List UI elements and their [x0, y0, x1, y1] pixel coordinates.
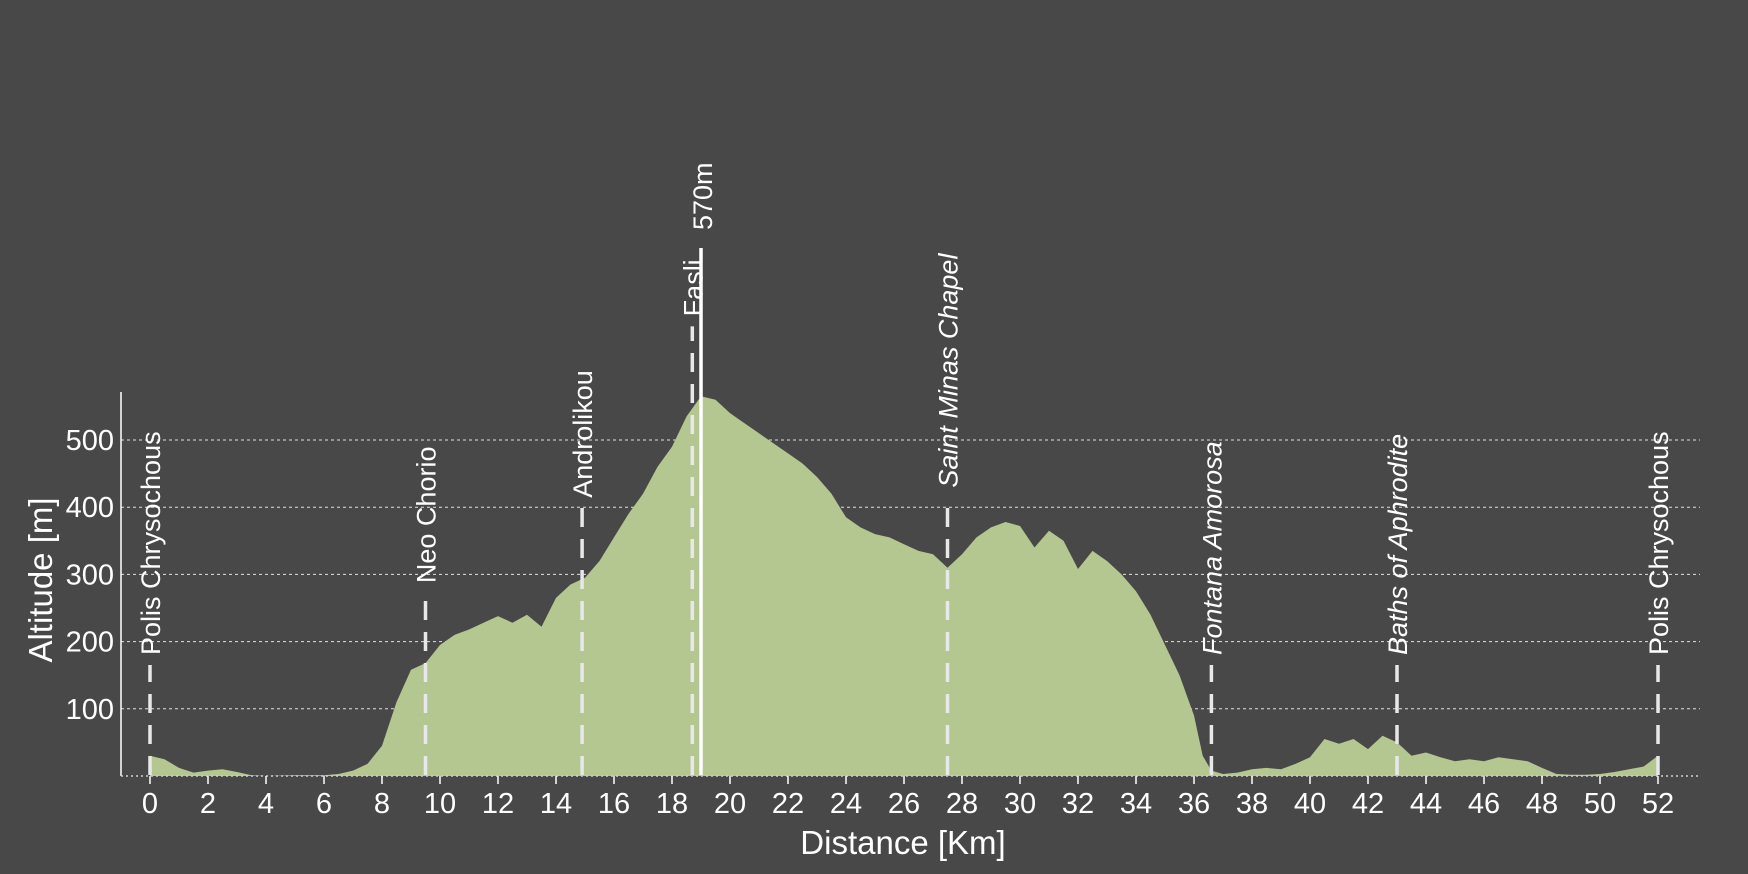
x-tick-label: 14 [540, 788, 572, 820]
y-tick-label: 500 [66, 425, 114, 457]
x-tick-label: 18 [656, 788, 688, 820]
peak-marker: 570m [688, 162, 718, 775]
x-tick-label: 40 [1294, 788, 1326, 820]
x-tick-label: 46 [1468, 788, 1500, 820]
waypoint-label: Saint Minas Chapel [934, 253, 964, 488]
x-tick-label: 28 [946, 788, 978, 820]
waypoint-label: Androlikou [568, 370, 598, 498]
x-tick-label: 32 [1062, 788, 1094, 820]
x-axis-title: Distance [Km] [800, 824, 1005, 861]
x-tick-label: 42 [1352, 788, 1384, 820]
waypoint-label: Polis Chrysochous [1644, 431, 1674, 655]
waypoint-label: Fontana Amorosa [1197, 441, 1227, 655]
y-axis-ticks: 100 200 300 400 500 [66, 425, 114, 726]
x-tick-label: 6 [316, 788, 332, 820]
x-tick-label: 20 [714, 788, 746, 820]
waypoint-label: Neo Chorio [412, 447, 442, 584]
x-tick-label: 16 [598, 788, 630, 820]
x-tick-label: 34 [1120, 788, 1152, 820]
waypoint-markers: Polis Chrysochous Neo Chorio Androlikou Fas… [136, 253, 1674, 775]
x-tick-label: 0 [142, 788, 158, 820]
y-tick-label: 100 [66, 694, 114, 726]
x-tick-label: 22 [772, 788, 804, 820]
x-tick-label: 36 [1178, 788, 1210, 820]
x-tick-label: 24 [830, 788, 862, 820]
waypoint-label: Polis Chrysochous [136, 431, 166, 655]
x-tick-label: 44 [1410, 788, 1442, 820]
x-tick-label: 10 [424, 788, 456, 820]
x-tick-label: 52 [1642, 788, 1674, 820]
elevation-area [150, 396, 1658, 776]
x-tick-label: 50 [1584, 788, 1616, 820]
waypoint-label: Fasli [678, 259, 708, 316]
y-tick-label: 400 [66, 492, 114, 524]
grid-lines [121, 439, 1700, 710]
x-tick-label: 48 [1526, 788, 1558, 820]
y-axis-title: Altitude [m] [22, 497, 59, 662]
peak-label: 570m [688, 162, 718, 230]
x-tick-label: 8 [374, 788, 390, 820]
waypoint-label: Baths of Aphrodite [1383, 434, 1413, 655]
x-tick-label: 4 [258, 788, 274, 820]
x-tick-label: 38 [1236, 788, 1268, 820]
x-tick-label: 2 [200, 788, 216, 820]
y-tick-label: 200 [66, 627, 114, 659]
x-tick-label: 12 [482, 788, 514, 820]
x-axis-ticks: 0 2 4 6 8 10 12 14 16 18 20 22 24 26 28 30 32 34 36 38 40 42 4… [142, 776, 1674, 820]
x-tick-label: 26 [888, 788, 920, 820]
x-tick-label: 30 [1004, 788, 1036, 820]
y-tick-label: 300 [66, 559, 114, 591]
